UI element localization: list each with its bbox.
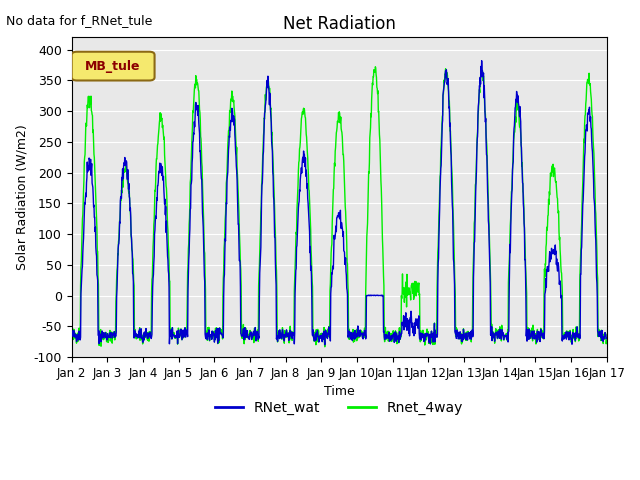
Rnet_4way [603, 338, 611, 344]
Rnet_4way [493, 330, 500, 336]
Rnet_4way [423, 334, 431, 339]
Rnet_4way [321, 344, 328, 349]
Line: Rnet_4way: Rnet_4way [72, 67, 607, 347]
RNet_wat [603, 336, 611, 341]
RNet_wat [493, 332, 500, 337]
Legend: RNet_wat, Rnet_4way: RNet_wat, Rnet_4way [209, 395, 469, 420]
Rnet_4way [246, 333, 254, 339]
RNet_wat [321, 342, 328, 348]
Rnet_4way [173, 341, 181, 347]
RNet_wat [478, 58, 486, 63]
X-axis label: Time: Time [324, 385, 355, 398]
Rnet_4way [371, 64, 379, 70]
Rnet_4way [540, 336, 548, 342]
Rnet_4way [68, 335, 76, 341]
Y-axis label: Solar Radiation (W/m2): Solar Radiation (W/m2) [15, 124, 28, 270]
RNet_wat [246, 331, 254, 336]
Text: MB_tule: MB_tule [85, 60, 141, 72]
RNet_wat [173, 341, 181, 347]
Line: RNet_wat: RNet_wat [72, 60, 607, 345]
Text: No data for f_RNet_tule: No data for f_RNet_tule [6, 14, 153, 27]
FancyBboxPatch shape [72, 52, 155, 81]
RNet_wat [540, 333, 548, 338]
Rnet_4way [187, 176, 195, 181]
RNet_wat [422, 334, 430, 339]
RNet_wat [68, 331, 76, 337]
Title: Net Radiation: Net Radiation [283, 15, 396, 33]
RNet_wat [187, 205, 195, 211]
